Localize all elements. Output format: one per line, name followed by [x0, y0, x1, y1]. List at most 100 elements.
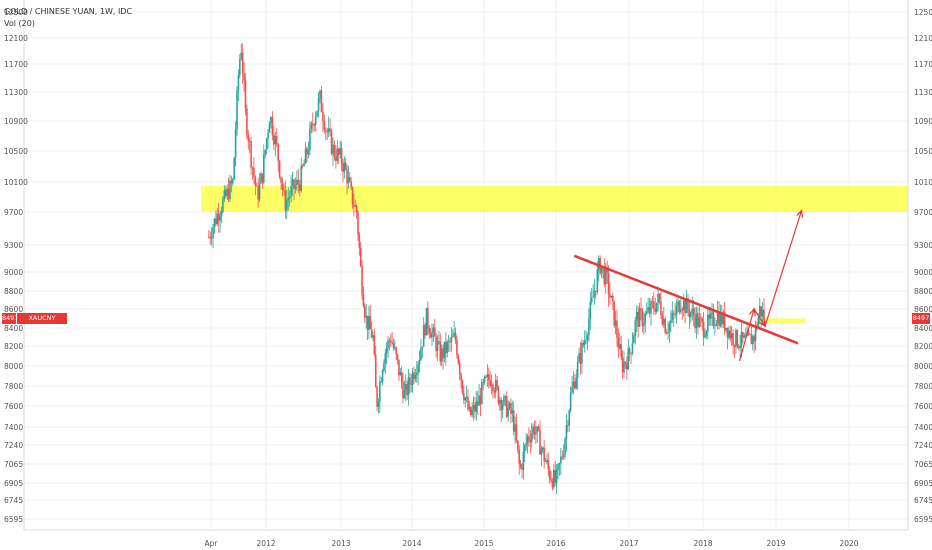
candle-body — [519, 463, 522, 468]
volume-indicator-label[interactable]: Vol (20) — [4, 19, 35, 28]
candle-body — [370, 328, 373, 338]
projection-path — [738, 210, 803, 362]
candle-body — [521, 467, 523, 470]
candle-body — [435, 336, 437, 352]
candle-body — [744, 335, 747, 337]
candle-body — [392, 343, 395, 348]
symbol-title[interactable]: GOLD / CHINESE YUAN, 1W, IDC — [4, 7, 133, 16]
candle-body — [511, 410, 514, 414]
candle-body — [537, 426, 540, 430]
right-price-tick: 9700 — [914, 208, 932, 217]
candle-body — [578, 353, 580, 362]
candle-body — [230, 180, 233, 184]
candle-body — [280, 176, 282, 183]
candle-body — [589, 301, 592, 319]
candle-body — [431, 331, 433, 338]
candle-body — [515, 424, 518, 441]
candle-body — [544, 461, 547, 463]
left-price-tick: 6595 — [4, 515, 23, 524]
candle-body — [403, 389, 406, 399]
candle-body — [449, 341, 451, 343]
candle-body — [373, 335, 376, 355]
candle-body — [415, 373, 418, 376]
candle-body — [432, 327, 435, 332]
candle-body — [212, 227, 214, 239]
candle-body — [394, 347, 396, 349]
support-resistance-zones — [201, 185, 908, 324]
candle-body — [694, 316, 696, 329]
candle-body — [364, 306, 366, 318]
left-price-axis[interactable]: 12500 12100 11700 11300 10900 10500 10100 9700 9… — [4, 8, 28, 524]
candle-body — [460, 374, 462, 381]
left-price-tick: 8600 — [4, 305, 23, 314]
yellow-zone — [758, 318, 806, 324]
candle-body — [529, 440, 532, 443]
candle-body — [503, 396, 505, 405]
candle-body — [514, 424, 516, 432]
time-tick: 2020 — [839, 539, 858, 548]
candle-body — [310, 123, 313, 130]
left-price-tick: 7600 — [4, 402, 23, 411]
candle-body — [355, 205, 358, 213]
candle-body — [644, 313, 647, 324]
candle-body — [648, 307, 651, 314]
candle-body — [718, 311, 720, 326]
candle-body — [677, 301, 679, 307]
candle-body — [417, 364, 419, 374]
candle-body — [551, 480, 554, 488]
candle-body — [609, 294, 611, 298]
candle-body — [606, 267, 608, 273]
candle-body — [550, 478, 552, 481]
candle-body — [313, 125, 316, 126]
candle-body — [613, 301, 615, 326]
candle-body — [251, 167, 254, 169]
candle-body — [369, 316, 372, 329]
candle-body — [337, 148, 340, 155]
candle-body — [603, 266, 606, 285]
candle-body — [583, 340, 586, 345]
candle-body — [535, 432, 537, 435]
candle-body — [754, 326, 757, 342]
candle-body — [705, 331, 708, 337]
candle-body — [233, 158, 235, 180]
candle-body — [347, 177, 350, 184]
left-price-tick: 7240 — [4, 441, 23, 450]
time-tick: 2018 — [693, 539, 712, 548]
candle-body — [376, 387, 378, 407]
candle-body — [486, 374, 489, 378]
candle-body — [499, 400, 501, 404]
candle-body — [611, 295, 614, 302]
candle-body — [697, 313, 699, 327]
candle-body — [257, 186, 259, 200]
candle-body — [291, 179, 294, 187]
candle-body — [737, 346, 740, 349]
candle-body — [528, 436, 530, 441]
candle-body — [547, 459, 550, 470]
candle-body — [427, 308, 429, 329]
candle-body — [413, 372, 415, 380]
candle-body — [421, 346, 424, 349]
left-price-tick: 9300 — [4, 241, 23, 250]
candle-body — [385, 348, 388, 354]
candle-body — [733, 345, 736, 347]
right-price-axis[interactable]: 12500 12100 11700 11300 10900 10500 10100 9700 9… — [914, 8, 932, 524]
candle-body — [443, 341, 446, 359]
time-axis[interactable]: Apr 2012 2013 2014 2015 2016 2017 2018 2019 2020 — [205, 539, 859, 548]
candle-body — [546, 459, 548, 462]
candle-body — [753, 336, 755, 342]
candle-body — [324, 130, 327, 132]
candle-body — [581, 342, 583, 364]
candle-body — [682, 300, 685, 310]
candle-body — [250, 140, 252, 168]
candle-body — [489, 379, 491, 386]
candle-body — [209, 236, 212, 239]
time-tick: 2013 — [331, 539, 350, 548]
candle-body — [406, 384, 408, 396]
candle-body — [248, 140, 251, 142]
candle-body — [275, 136, 278, 144]
candle-body — [213, 218, 216, 228]
candle-body — [458, 363, 461, 375]
candle-body — [447, 341, 450, 343]
candle-body — [660, 301, 662, 316]
